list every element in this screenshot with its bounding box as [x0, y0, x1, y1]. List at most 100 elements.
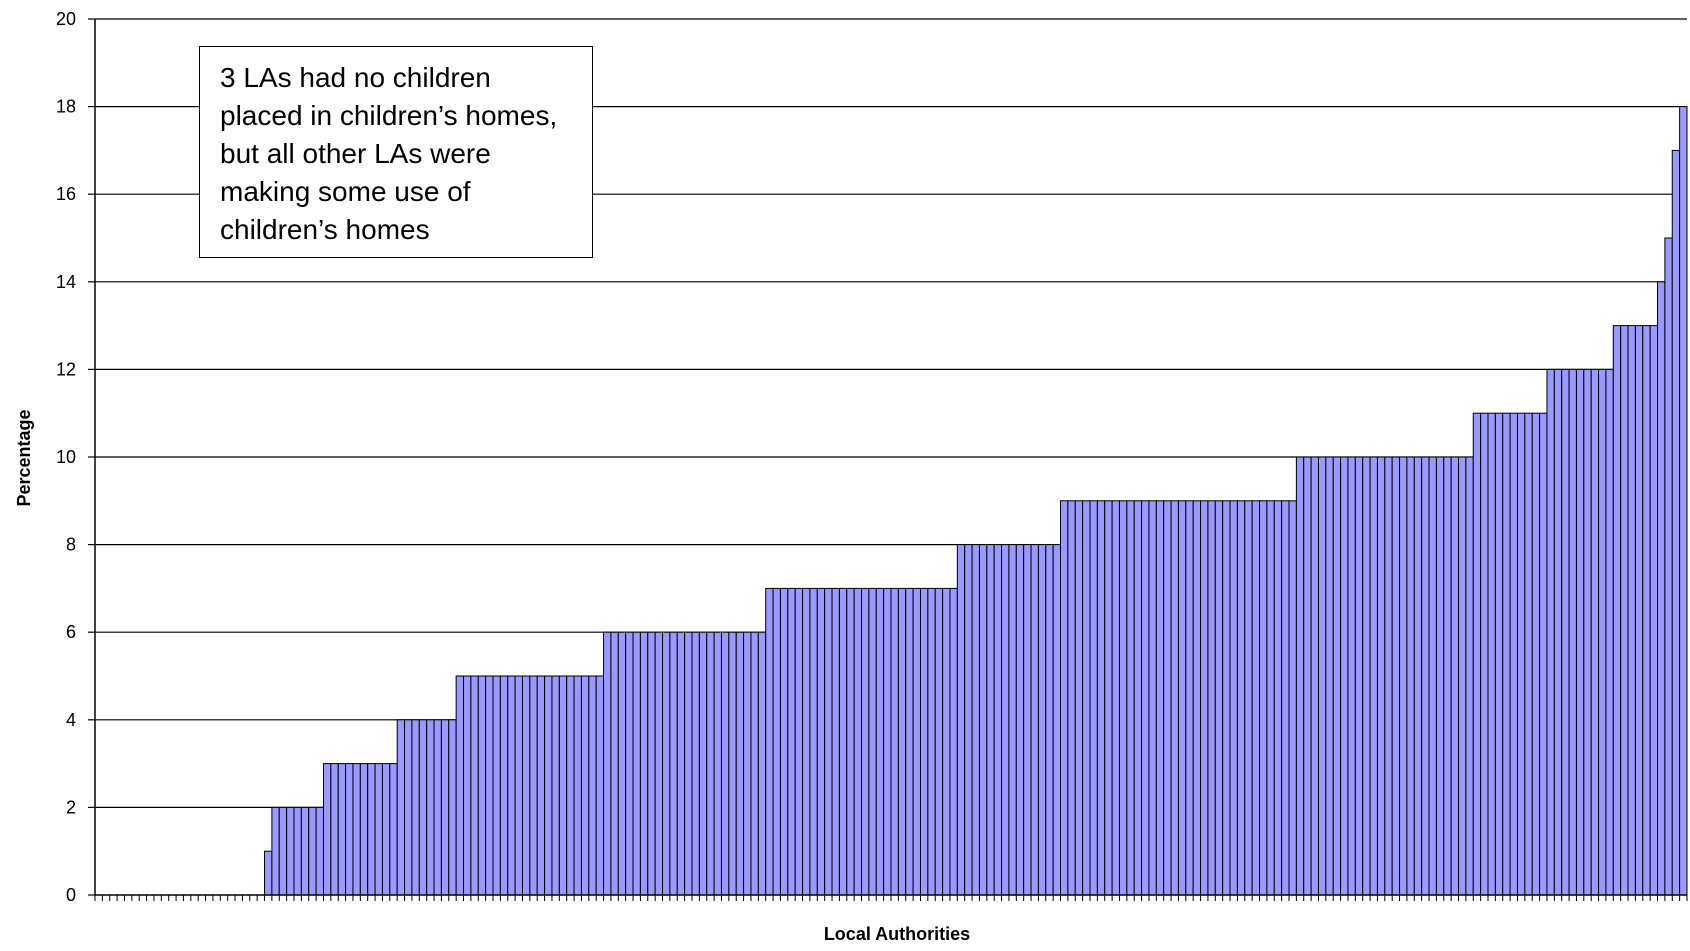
bar — [1376, 456, 1386, 896]
bar — [676, 631, 686, 896]
bar — [1030, 544, 1039, 896]
bar — [499, 675, 509, 896]
bar — [1170, 500, 1179, 896]
bar — [1332, 456, 1342, 896]
y-tick-label: 12 — [56, 359, 76, 379]
bar — [1627, 325, 1636, 896]
bar — [802, 587, 811, 896]
bar — [1487, 412, 1496, 896]
bar — [1074, 500, 1084, 896]
gridlines — [95, 18, 1687, 809]
bar — [1104, 500, 1113, 896]
bar — [779, 587, 789, 896]
bar — [352, 763, 361, 896]
bar — [1590, 368, 1600, 896]
bar — [956, 544, 966, 896]
bar — [1657, 281, 1666, 896]
bar — [919, 587, 929, 896]
bar — [389, 763, 398, 896]
bar — [1472, 412, 1482, 896]
bar — [706, 631, 715, 896]
bar — [1325, 456, 1334, 896]
bar — [359, 763, 369, 896]
bar — [588, 675, 597, 896]
bar — [558, 675, 568, 896]
bar — [912, 587, 921, 896]
bar — [404, 719, 413, 896]
bar — [1045, 544, 1054, 896]
bar — [647, 631, 656, 896]
bar — [1465, 456, 1474, 896]
bar — [1177, 500, 1187, 896]
bar — [1649, 325, 1659, 896]
bar — [1480, 412, 1489, 896]
bar — [1229, 500, 1238, 896]
bar — [1458, 456, 1467, 896]
y-tick-label: 4 — [66, 710, 76, 730]
bar — [580, 675, 590, 896]
bar — [1155, 500, 1165, 896]
bar — [625, 631, 634, 896]
y-tick-labels: 0 2 4 6 8 10 12 14 16 18 20 — [56, 9, 76, 905]
y-tick-label: 16 — [56, 184, 76, 204]
bar — [573, 675, 582, 896]
bar — [1185, 500, 1194, 896]
y-tick-label: 18 — [56, 97, 76, 117]
bar — [1303, 456, 1312, 896]
bar — [381, 763, 391, 896]
bar — [610, 631, 619, 896]
bar — [1435, 456, 1445, 896]
bar — [1354, 456, 1364, 896]
bar — [1450, 456, 1460, 896]
bar — [662, 631, 671, 896]
bar — [1001, 544, 1010, 896]
bar — [617, 631, 627, 896]
bar — [595, 675, 605, 896]
bar — [322, 763, 332, 896]
bar — [794, 587, 804, 896]
bar — [1598, 368, 1607, 896]
bar — [455, 675, 465, 896]
bar — [1369, 456, 1378, 896]
bar — [1340, 456, 1349, 896]
bar — [934, 587, 944, 896]
bar — [1502, 412, 1511, 896]
bar — [1281, 500, 1290, 896]
bar — [1310, 456, 1319, 896]
bar — [942, 587, 951, 896]
bar — [1362, 456, 1371, 896]
bar — [396, 719, 406, 896]
bar — [971, 544, 980, 896]
bar — [1244, 500, 1253, 896]
bar — [728, 631, 737, 896]
bar — [1266, 500, 1275, 896]
bar — [1096, 500, 1106, 896]
bar — [765, 587, 774, 896]
bar — [1399, 456, 1408, 896]
bar — [1428, 456, 1437, 896]
bar — [1111, 500, 1120, 896]
bar — [1539, 412, 1548, 896]
x-axis-title: Local Authorities — [824, 924, 970, 944]
bar — [536, 675, 546, 896]
bar — [1089, 500, 1098, 896]
bar — [1037, 544, 1047, 896]
bar — [1494, 412, 1504, 896]
bar — [1317, 456, 1327, 896]
bar — [632, 631, 641, 896]
bar — [691, 631, 700, 896]
bar — [861, 587, 870, 896]
bar — [1259, 500, 1268, 896]
bar — [448, 719, 457, 896]
bar — [986, 544, 995, 896]
bar — [1642, 325, 1651, 896]
bar — [853, 587, 863, 896]
bar — [603, 631, 612, 896]
bar — [787, 587, 796, 896]
bar — [1163, 500, 1172, 896]
bar — [846, 587, 855, 896]
bar — [426, 719, 435, 896]
bar — [1133, 500, 1143, 896]
bar — [1664, 237, 1673, 896]
bar — [1413, 456, 1423, 896]
